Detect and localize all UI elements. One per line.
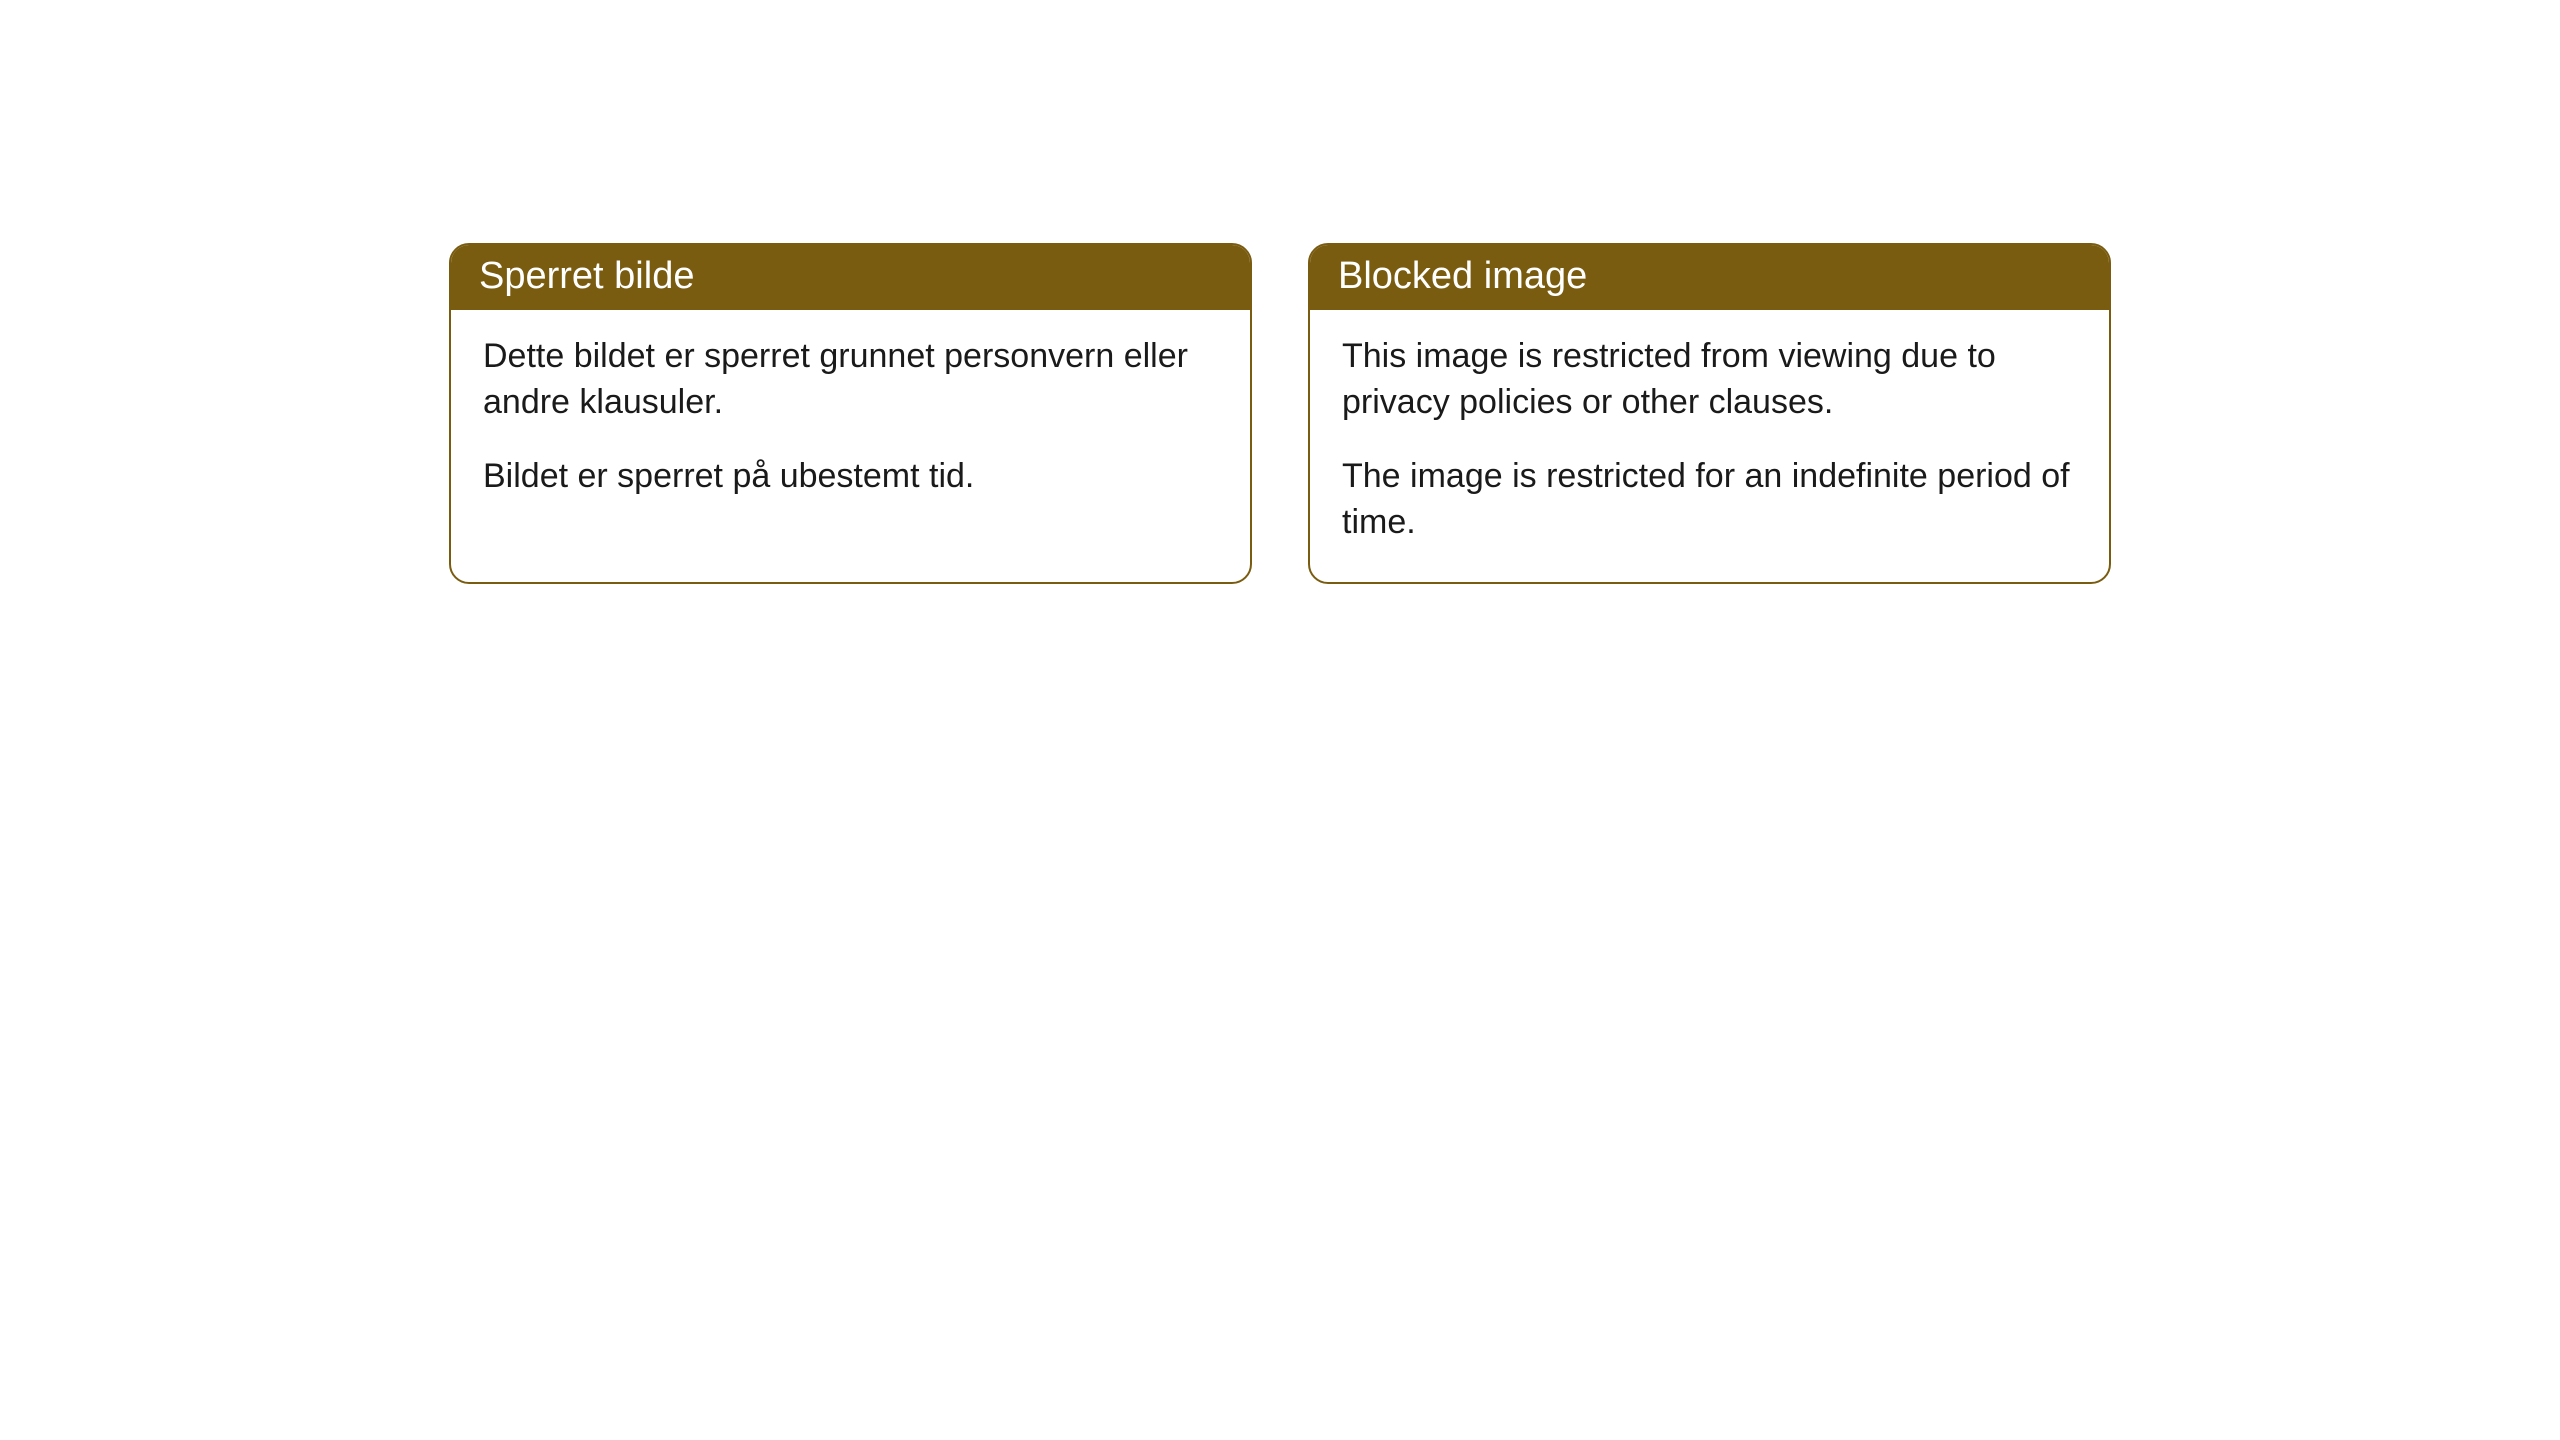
card-norwegian: Sperret bilde Dette bildet er sperret gr…: [449, 243, 1252, 584]
info-cards-container: Sperret bilde Dette bildet er sperret gr…: [449, 243, 2111, 584]
card-title: Sperret bilde: [479, 255, 694, 297]
card-header-norwegian: Sperret bilde: [451, 245, 1250, 310]
card-title: Blocked image: [1338, 255, 1587, 297]
card-paragraph: Bildet er sperret på ubestemt tid.: [483, 454, 1218, 500]
card-header-english: Blocked image: [1310, 245, 2109, 310]
card-body-english: This image is restricted from viewing du…: [1310, 310, 2109, 582]
card-paragraph: The image is restricted for an indefinit…: [1342, 454, 2077, 546]
card-paragraph: This image is restricted from viewing du…: [1342, 334, 2077, 426]
card-body-norwegian: Dette bildet er sperret grunnet personve…: [451, 310, 1250, 536]
card-english: Blocked image This image is restricted f…: [1308, 243, 2111, 584]
card-paragraph: Dette bildet er sperret grunnet personve…: [483, 334, 1218, 426]
